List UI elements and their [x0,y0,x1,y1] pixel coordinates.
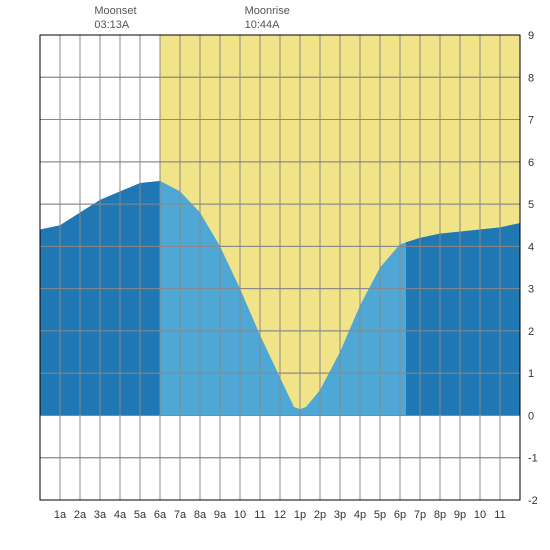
x-axis-label: 2p [314,509,326,521]
moonrise-title: Moonrise [245,4,290,18]
x-axis-label: 10 [234,509,246,521]
x-axis-label: 10 [474,509,486,521]
x-axis-label: 5a [134,509,147,521]
x-axis-label: 7p [414,509,426,521]
y-axis-label: 8 [528,72,534,84]
y-axis-label: -2 [528,495,538,507]
x-axis-label: 3p [334,509,346,521]
x-axis-label: 11 [254,509,265,521]
moonset-time: 03:13A [94,18,136,32]
moonset-title: Moonset [94,4,136,18]
x-axis-label: 8p [434,509,446,521]
x-axis-label: 9p [454,509,466,521]
x-axis-label: 1a [54,509,67,521]
moonrise-annotation: Moonrise 10:44A [245,4,290,33]
y-axis-label: 9 [528,30,534,42]
y-axis-label: 2 [528,326,534,338]
y-axis-label: 5 [528,199,534,211]
moonrise-time: 10:44A [245,18,290,32]
x-axis-label: 4a [114,509,127,521]
x-axis-label: 2a [74,509,87,521]
chart-svg: -2-101234567891a2a3a4a5a6a7a8a9a1011121p… [0,0,550,550]
x-axis-label: 1p [294,509,306,521]
x-axis-label: 8a [194,509,207,521]
x-axis-label: 11 [494,509,505,521]
y-axis-label: 3 [528,284,534,296]
moonset-annotation: Moonset 03:13A [94,4,136,33]
y-axis-label: -1 [528,453,538,465]
x-axis-label: 7a [174,509,187,521]
x-axis-label: 5p [374,509,386,521]
x-axis-label: 6a [154,509,167,521]
y-axis-label: 4 [528,241,534,253]
tide-chart: Moonset 03:13A Moonrise 10:44A -2-101234… [0,0,550,550]
y-axis-label: 1 [528,368,534,380]
y-axis-label: 7 [528,115,534,127]
x-axis-label: 4p [354,509,366,521]
tide-area-evening [406,223,520,415]
x-axis-label: 6p [394,509,406,521]
y-axis-label: 0 [528,410,534,422]
x-axis-label: 9a [214,509,227,521]
x-axis-label: 3a [94,509,107,521]
x-axis-label: 12 [274,509,286,521]
y-axis-label: 6 [528,157,534,169]
